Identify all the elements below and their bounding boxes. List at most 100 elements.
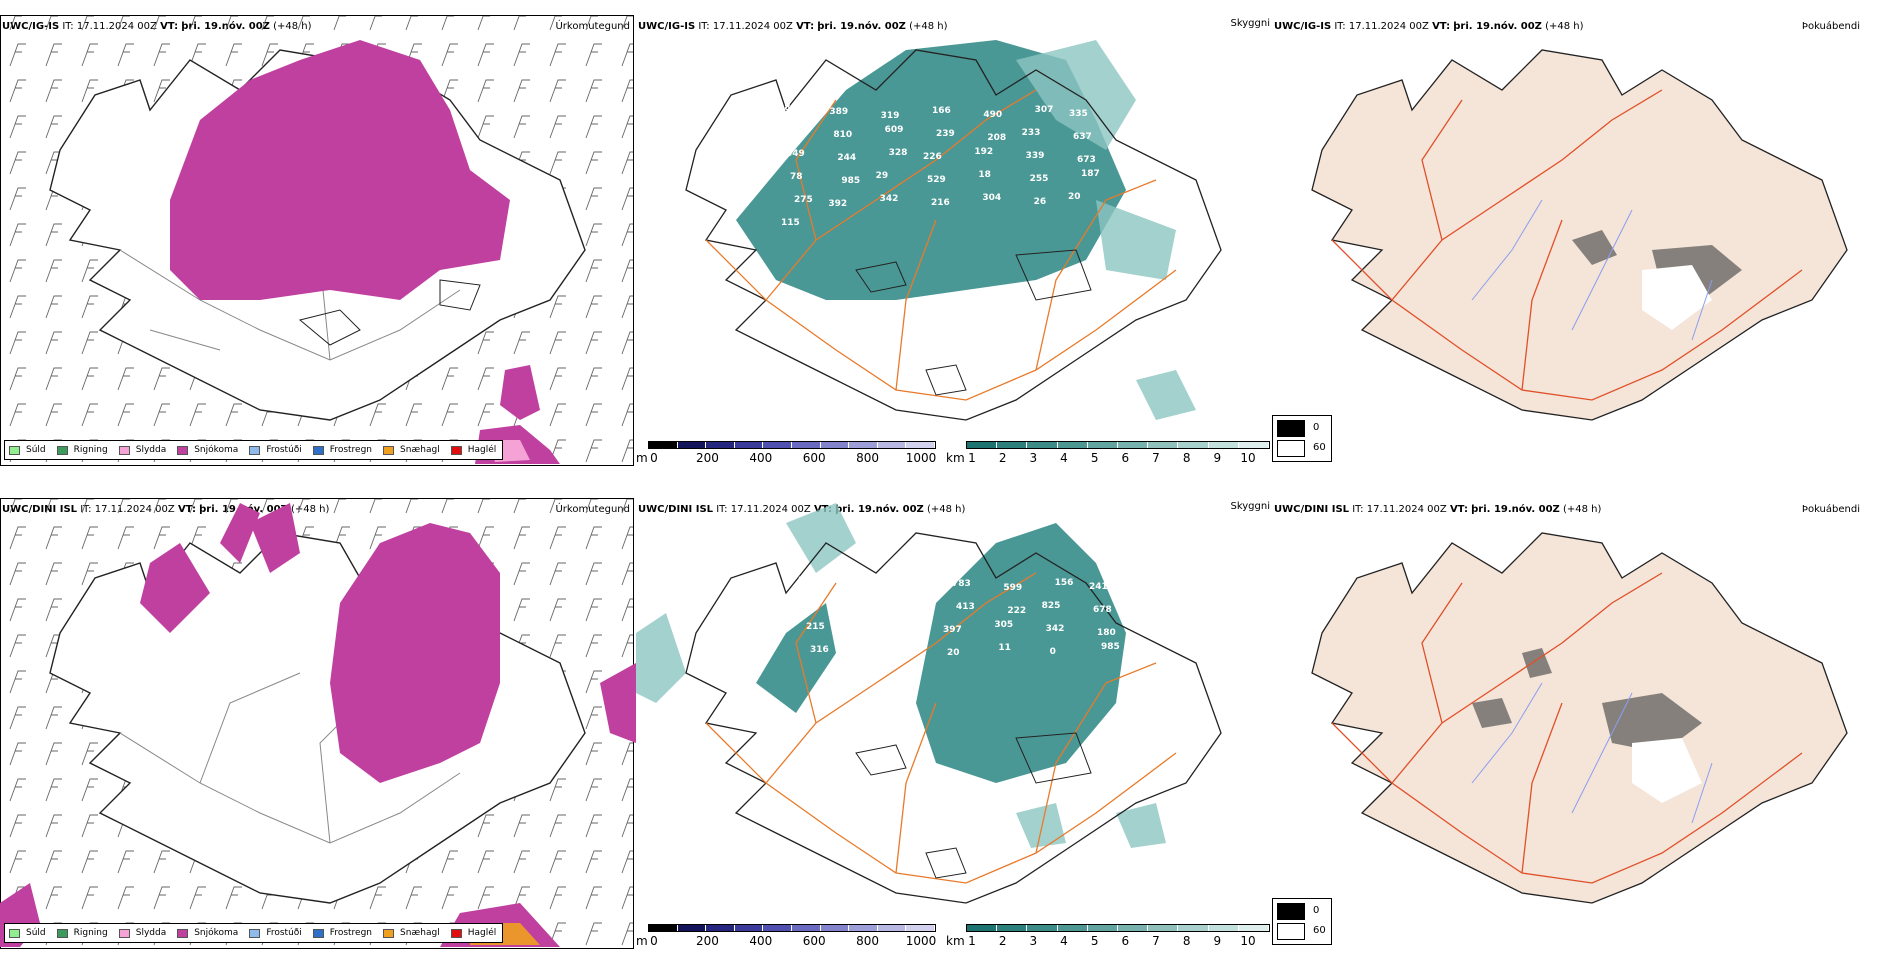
- cloud-base-label: 192: [974, 147, 993, 157]
- colorbar-tick-label: 3: [1029, 451, 1038, 465]
- snow-area: [170, 40, 510, 300]
- cloud-base-label: 270: [901, 584, 920, 594]
- cloud-base-label: 328: [889, 148, 908, 158]
- colorbar-segment: [820, 442, 850, 448]
- cloud-base-label: 81: [802, 599, 815, 609]
- cloud-base-label: 825: [1042, 601, 1061, 611]
- glaciers: [855, 732, 1092, 879]
- visibility-colorbar-2: km 1 2 3 4 5 6 7 8 9 10: [946, 924, 1270, 952]
- colorbar-tick-label: 1: [968, 451, 976, 465]
- fog-white-area: [1642, 265, 1712, 330]
- cloud-base-label: 180: [1097, 628, 1116, 638]
- colorbar-segment: [677, 925, 707, 931]
- cloud-base-label: 0: [1050, 647, 1056, 657]
- fog-white-area: [1632, 738, 1702, 803]
- cloud-base-label: 342: [1046, 624, 1065, 634]
- colorbar-segment: [1178, 442, 1209, 448]
- height-colorbar-2: m 0 200 400 600 800 1000: [636, 924, 936, 952]
- colorbar-tick-label: 200: [695, 934, 719, 948]
- model-name: UWC/DINI ISL: [638, 504, 714, 515]
- lead-time: (+48 h): [1562, 504, 1602, 515]
- colorbar-segment: [763, 925, 792, 931]
- cloud-base-label: 200: [782, 126, 801, 136]
- colorbar-strip: [648, 924, 936, 932]
- cloud-base-label: 335: [1069, 109, 1088, 119]
- cloud-base-label: 307: [1035, 105, 1054, 115]
- panel-header: UWC/DINI ISL IT: 17.11.2024 00Z VT: þri.…: [1274, 504, 1601, 515]
- legend-swatch-slydda: [118, 445, 130, 455]
- cloud-base-label: 678: [1093, 605, 1112, 615]
- legend-swatch-frostregn: [312, 445, 324, 455]
- colorbar-segment: [1118, 442, 1149, 448]
- it-value: 17.11.2024 00Z: [1366, 504, 1447, 515]
- it-value: 17.11.2024 00Z: [1348, 21, 1429, 32]
- visibility-map: 980 389 319 166 490 307 335 200 810 609 239 208 233 6…: [685, 40, 1222, 421]
- precip-type-legend: Súld Rigning Slydda Snjókoma Frostúði Fr…: [4, 923, 504, 943]
- colorbar-segment: [649, 925, 678, 931]
- colorbar-segment: [997, 442, 1028, 448]
- colorbar-tick-label: 5: [1090, 934, 1099, 948]
- iceland-outline: [685, 532, 1222, 904]
- colorbar-tick-label: 2: [998, 934, 1007, 948]
- it-value: 17.11.2024 00Z: [712, 21, 793, 32]
- vt-value: þri. 19.nóv. 00Z: [1453, 21, 1542, 32]
- vt-label: VT:: [1432, 21, 1451, 32]
- panel-title: Þokuábendi: [1801, 504, 1860, 515]
- cloud-base-label: 389: [829, 107, 848, 117]
- iceland-land: [1311, 49, 1848, 421]
- legend-swatch-snjokoma: [177, 928, 189, 938]
- colorbar-unit: km: [946, 934, 965, 948]
- cloud-base-label: 637: [1073, 132, 1092, 142]
- cloud-base-label: 241: [1089, 582, 1108, 592]
- colorbar-strip: [966, 441, 1270, 449]
- precip-map: [1, 16, 633, 464]
- cloud-base-label: 29: [876, 171, 889, 181]
- cloud-base-label: 208: [987, 133, 1006, 143]
- cloud-base-label: 275: [794, 195, 813, 205]
- colorbar-unit: m: [636, 934, 648, 948]
- it-label: IT:: [716, 504, 728, 515]
- vt-value: þri. 19.nóv. 00Z: [1471, 504, 1560, 515]
- panel-header: UWC/IG-IS IT: 17.11.2024 00Z VT: þri. 19…: [638, 21, 948, 32]
- cloud-base-label: 316: [810, 645, 829, 655]
- vt-value: þri. 19.nóv. 00Z: [835, 504, 924, 515]
- cloud-base-label: 298: [861, 649, 880, 659]
- cloud-base-label: 156: [1055, 578, 1074, 588]
- rivers: [1471, 682, 1713, 824]
- fog-map: [1311, 532, 1848, 904]
- colorbar-unit: m: [636, 451, 648, 465]
- legend-swatch-rigning: [56, 445, 68, 455]
- cloud-base-label: 26: [1034, 197, 1047, 207]
- glaciers: [855, 249, 1092, 396]
- cloud-base-label: 413: [956, 602, 975, 612]
- colorbar-tick-label: 600: [802, 451, 826, 465]
- cloud-base-label: 222: [1007, 606, 1026, 616]
- precip-type-panel-2: UWC/DINI ISL IT: 17.11.2024 00Z VT: þri.…: [0, 483, 636, 953]
- cloud-base-labels: 980 389 319 166 490 307 335 200 810 609 239 208 233 6…: [778, 103, 1100, 228]
- cloud-base-label: 369: [853, 603, 872, 613]
- colorbar-tick-label: 7: [1152, 451, 1160, 465]
- colorbar-segment: [734, 925, 764, 931]
- it-value: 17.11.2024 00Z: [730, 504, 811, 515]
- colorbar-segment: [849, 442, 878, 448]
- colorbar-tick-label: 800: [856, 934, 880, 948]
- teal-fog-light: [1016, 40, 1196, 420]
- colorbar-segment: [877, 442, 907, 448]
- cloud-base-label: 599: [1003, 583, 1022, 593]
- colorbar-tick-label: 5: [1090, 451, 1099, 465]
- vt-label: VT:: [796, 21, 815, 32]
- colorbar-segment: [677, 442, 707, 448]
- row-ig-is: UWC/IG-IS IT: 17.11.2024 00Z VT: þri. 19…: [0, 0, 1900, 470]
- glaciers: [298, 279, 481, 346]
- vt-value: þri. 19.nóv. 00Z: [817, 21, 906, 32]
- snow-area: [140, 503, 500, 783]
- cloud-base-label: 255: [1030, 174, 1049, 184]
- it-label: IT:: [698, 21, 710, 32]
- cloud-base-label: 529: [927, 175, 946, 185]
- model-name: UWC/IG-IS: [1274, 21, 1332, 32]
- colorbar-segment: [706, 442, 735, 448]
- cloud-base-label: 187: [1081, 169, 1100, 179]
- legend-swatch-haglel: [450, 445, 462, 455]
- road-network: [1331, 572, 1803, 884]
- map-frame: [0, 15, 634, 466]
